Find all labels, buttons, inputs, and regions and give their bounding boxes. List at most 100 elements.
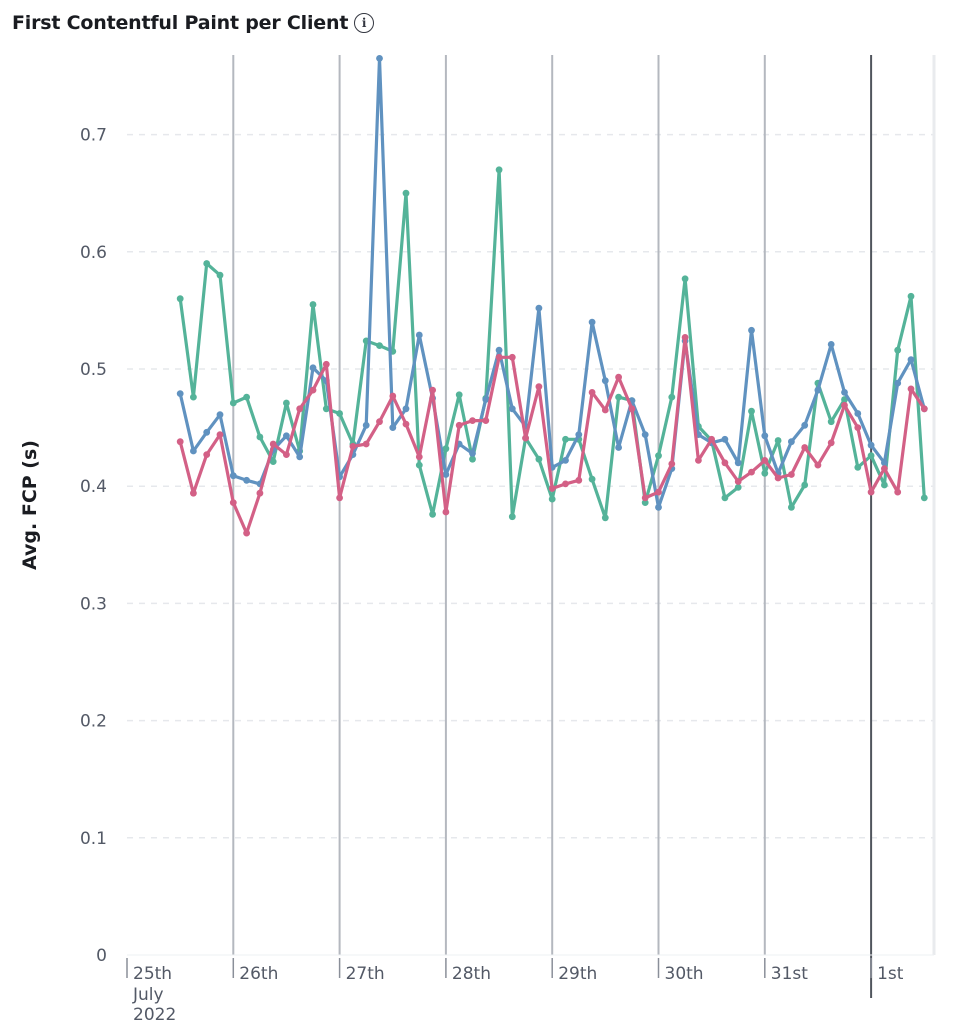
data-point [309, 386, 317, 394]
data-point [322, 360, 330, 368]
data-point [203, 428, 211, 436]
data-point [601, 406, 609, 414]
y-tick-label: 0.4 [80, 477, 107, 497]
data-point [748, 326, 755, 334]
data-point [229, 499, 237, 506]
data-point [469, 417, 476, 424]
data-point [229, 472, 237, 480]
data-point [283, 432, 290, 440]
data-point [535, 455, 543, 463]
data-point [867, 452, 875, 460]
data-point [455, 391, 463, 399]
data-point [827, 341, 835, 348]
data-point [309, 364, 317, 372]
data-point [854, 464, 862, 471]
data-point [562, 457, 569, 464]
y-tick-label: 0 [96, 946, 107, 966]
y-axis-label: Avg. FCP (s) [19, 440, 41, 570]
data-point [216, 271, 224, 279]
data-point [442, 445, 450, 453]
data-point [402, 420, 410, 428]
data-point [243, 393, 251, 401]
data-point [548, 485, 556, 492]
data-point [641, 494, 649, 502]
data-point [894, 488, 902, 496]
data-point [588, 389, 596, 396]
data-point [283, 451, 290, 458]
data-point [376, 342, 383, 349]
data-point [482, 417, 490, 424]
data-point [734, 484, 742, 491]
data-point [269, 458, 277, 465]
data-point [907, 385, 915, 393]
data-point [322, 405, 330, 413]
data-point [681, 275, 689, 283]
data-point [176, 390, 184, 397]
data-point [881, 459, 888, 467]
data-point [190, 489, 197, 497]
data-point [256, 433, 264, 441]
data-point [362, 421, 370, 429]
info-icon[interactable]: i [354, 13, 375, 33]
data-point [495, 346, 503, 354]
data-point [362, 440, 370, 448]
data-point [309, 301, 317, 308]
data-point [469, 455, 476, 463]
data-point [641, 499, 649, 506]
data-point [415, 453, 423, 461]
data-point [920, 494, 928, 502]
data-point [761, 432, 769, 440]
x-tick-label: 27th [346, 964, 385, 984]
data-point [429, 386, 436, 394]
data-point [429, 510, 436, 518]
y-tick-label: 0.7 [80, 126, 107, 146]
data-point [920, 405, 928, 413]
data-point [336, 410, 343, 417]
data-point [588, 475, 596, 483]
data-point [615, 373, 622, 381]
data-point [203, 451, 211, 458]
x-tick-label: 28th [452, 964, 491, 984]
y-tick-label: 0.1 [80, 829, 107, 849]
data-point [867, 488, 875, 496]
data-point [788, 503, 795, 511]
data-point [190, 393, 197, 401]
data-point [256, 489, 264, 497]
chart-title: First Contentful Paint per Client [12, 12, 349, 34]
data-point [881, 481, 888, 489]
data-point [203, 260, 211, 267]
data-point [575, 476, 583, 484]
data-point [774, 474, 782, 482]
x-tick-label: 31st [771, 964, 808, 984]
title-row: First Contentful Paint per Client i [12, 8, 375, 38]
data-point [336, 494, 343, 502]
data-point [814, 386, 822, 394]
data-point [415, 461, 423, 469]
data-point [788, 471, 795, 478]
data-point [801, 421, 809, 429]
x-tick-label: 29th [558, 964, 597, 984]
y-tick-label: 0.3 [80, 594, 107, 614]
y-tick-label: 0.5 [80, 360, 107, 380]
data-point [216, 431, 224, 438]
data-point [442, 508, 450, 516]
data-point [841, 401, 848, 409]
data-point [495, 166, 503, 174]
data-point [894, 379, 902, 387]
data-point [376, 55, 383, 62]
data-point [482, 396, 490, 403]
data-point [894, 346, 902, 354]
data-point [402, 405, 410, 413]
data-point [854, 410, 862, 417]
data-point [535, 304, 543, 312]
data-point [801, 444, 809, 451]
data-point [814, 461, 822, 469]
data-point [628, 405, 636, 413]
data-point [668, 460, 676, 468]
x-tick-label: 30th [665, 964, 704, 984]
data-point [615, 444, 622, 451]
x-tick-sublabel: 2022 [133, 1005, 176, 1025]
data-point [562, 435, 569, 443]
